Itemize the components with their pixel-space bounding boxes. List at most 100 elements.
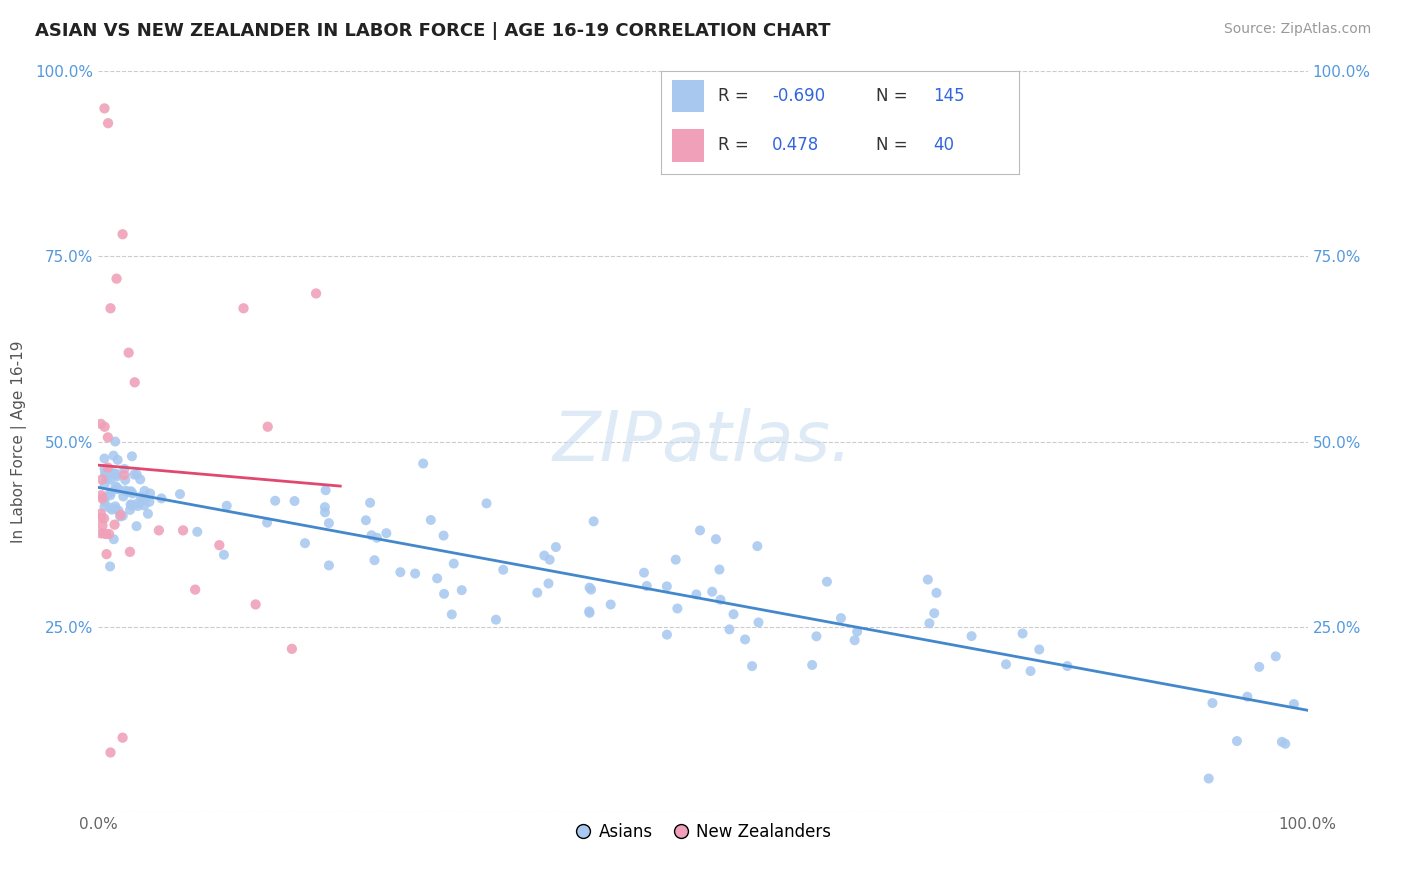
Point [433, 587, 456, 601]
Point [1198, 772, 1220, 786]
Point [1201, 696, 1223, 710]
Point [359, 496, 381, 510]
Point [208, 538, 231, 552]
Point [131, 494, 153, 508]
Point [103, 533, 125, 547]
Point [148, 524, 170, 538]
Point [655, 579, 678, 593]
Point [412, 457, 434, 471]
Point [111, 731, 134, 745]
Text: N =: N = [876, 87, 912, 105]
Point [172, 524, 194, 538]
Point [104, 500, 127, 514]
Point [93, 462, 115, 476]
Point [533, 549, 555, 563]
Point [93, 511, 115, 525]
Point [93, 500, 115, 514]
Text: 40: 40 [934, 136, 955, 154]
Point [801, 657, 824, 672]
Point [121, 486, 143, 500]
Point [917, 573, 939, 587]
Point [107, 503, 129, 517]
Point [90, 510, 112, 524]
Point [91, 472, 114, 486]
Point [426, 571, 449, 585]
Point [375, 526, 398, 541]
Point [440, 607, 463, 622]
Point [709, 563, 731, 577]
Point [419, 513, 441, 527]
Point [104, 434, 127, 449]
Point [114, 483, 136, 498]
Point [91, 518, 114, 533]
Point [578, 606, 600, 620]
Point [1274, 737, 1296, 751]
Point [702, 584, 724, 599]
Point [104, 479, 127, 493]
Point [125, 519, 148, 533]
Point [97, 430, 120, 444]
Point [105, 469, 128, 483]
Point [94, 527, 117, 541]
Point [90, 417, 112, 431]
Point [100, 485, 122, 500]
Text: 145: 145 [934, 87, 965, 105]
Point [117, 484, 139, 499]
Point [579, 582, 602, 597]
Point [806, 629, 828, 643]
Point [96, 466, 118, 480]
Point [354, 513, 377, 527]
Point [121, 450, 143, 464]
Point [450, 583, 472, 598]
Point [734, 632, 756, 647]
Point [815, 574, 838, 589]
Point [120, 484, 142, 499]
Point [139, 486, 162, 500]
Text: Source: ZipAtlas.com: Source: ZipAtlas.com [1223, 22, 1371, 37]
Point [103, 467, 125, 481]
Point [124, 376, 146, 390]
Point [120, 497, 142, 511]
Point [100, 746, 122, 760]
Text: R =: R = [718, 136, 754, 154]
Point [122, 467, 145, 482]
Bar [672, 128, 704, 161]
Point [256, 419, 278, 434]
Point [93, 451, 115, 466]
Point [1019, 664, 1042, 678]
Point [100, 502, 122, 516]
Point [129, 490, 152, 504]
Point [114, 473, 136, 487]
Point [544, 540, 567, 554]
Point [112, 490, 135, 504]
Point [118, 545, 141, 559]
Point [360, 528, 382, 542]
Point [100, 301, 122, 316]
Point [256, 516, 278, 530]
Point [186, 524, 208, 539]
Point [685, 587, 707, 601]
Point [443, 557, 465, 571]
Point [98, 559, 121, 574]
Point [960, 629, 983, 643]
Point [747, 539, 769, 553]
Point [107, 453, 129, 467]
Point [105, 481, 128, 495]
Point [922, 606, 945, 620]
Point [134, 491, 156, 506]
Point [1226, 734, 1249, 748]
Point [93, 526, 115, 541]
Point [846, 624, 869, 639]
Point [830, 611, 852, 625]
Point [90, 507, 112, 521]
Point [1011, 626, 1033, 640]
Point [127, 499, 149, 513]
Point [108, 509, 131, 524]
Point [110, 508, 132, 522]
Point [925, 586, 948, 600]
Text: -0.690: -0.690 [772, 87, 825, 105]
Point [98, 488, 121, 502]
Point [655, 627, 678, 641]
Point [1264, 649, 1286, 664]
Point [747, 615, 769, 630]
